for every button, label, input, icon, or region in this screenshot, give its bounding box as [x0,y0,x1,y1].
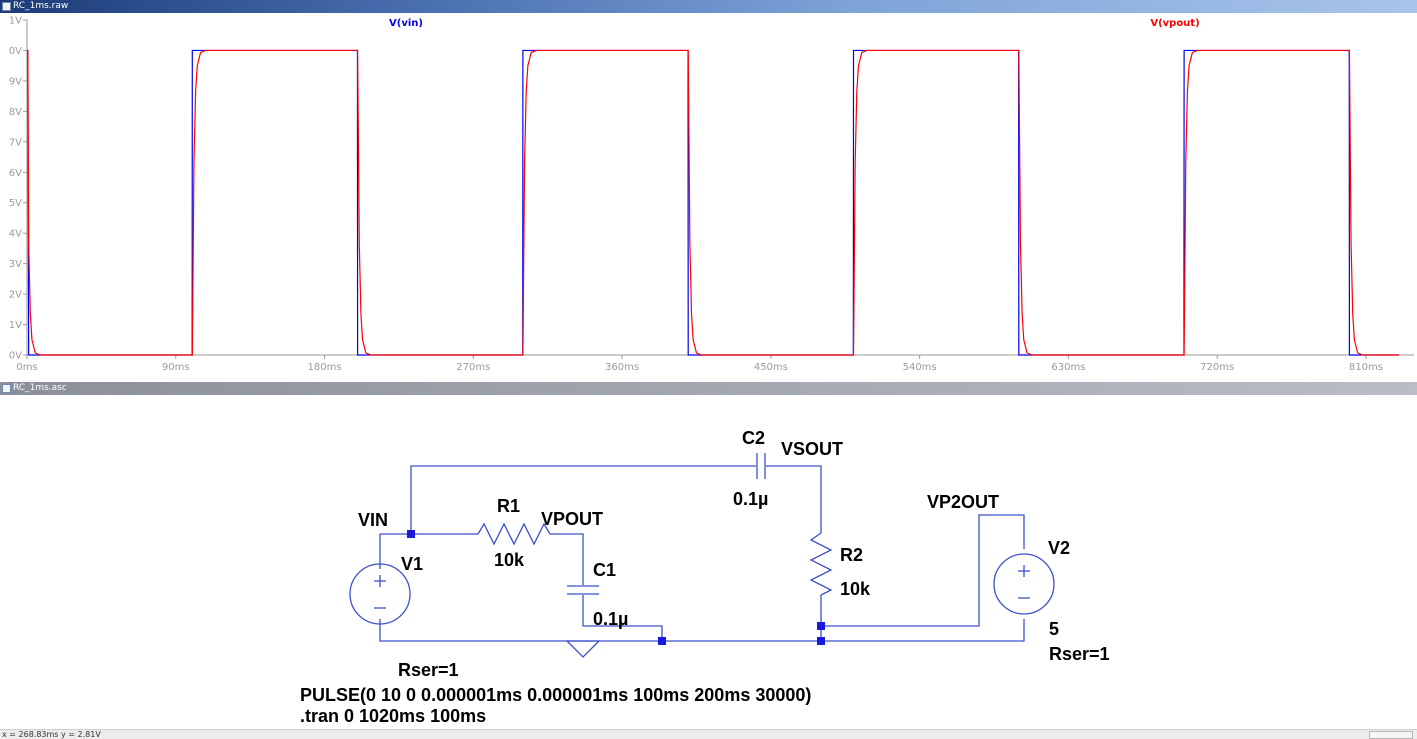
y-tick-label: 3V [9,259,22,270]
x-tick-label: 360ms [605,362,639,373]
resistor-r1-symbol[interactable] [477,522,551,546]
trace-vin[interactable] [27,49,1399,356]
trace-label-vpout[interactable]: V(vpout) [1150,18,1199,29]
v2-series-resistance[interactable]: Rser=1 [1049,644,1110,664]
y-tick-label: 6V [9,168,22,179]
component-value-c2[interactable]: 0.1µ [733,489,768,509]
y-tick-label: 4V [9,229,22,240]
component-name-v1[interactable]: V1 [401,554,423,574]
schematic-window-titlebar[interactable]: RC_1ms.asc [0,382,1417,395]
y-tick-label: 0V [9,46,22,57]
y-tick-label: 8V [9,107,22,118]
wire-vin-top-to-c2[interactable] [410,465,756,534]
net-label-vin[interactable]: VIN [358,510,388,530]
x-tick-label: 540ms [903,362,937,373]
junction-gnd-c1[interactable] [658,637,666,645]
component-value-r1[interactable]: 10k [494,550,525,570]
wire-r2-to-vp2out[interactable] [820,514,1025,627]
junction-r2-bottom[interactable] [817,622,825,630]
status-bar: x = 268.83ms y = 2.81V [0,729,1417,739]
x-tick-label: 810ms [1349,362,1383,373]
y-tick-label: 9V [9,76,22,87]
net-label-vsout[interactable]: VSOUT [781,439,843,459]
component-value-c1[interactable]: 0.1µ [593,609,628,629]
v1-series-resistance[interactable]: Rser=1 [398,660,459,680]
resistor-r2-symbol[interactable] [809,532,833,596]
net-label-vp2out[interactable]: VP2OUT [927,492,999,512]
v1-pulse-spec[interactable]: PULSE(0 10 0 0.000001ms 0.000001ms 100ms… [300,685,811,705]
schematic-window-title: RC_1ms.asc [13,383,67,393]
y-tick-label: 7V [9,137,22,148]
x-tick-label: 180ms [308,362,342,373]
schematic-svg[interactable]: VIN V1 R1 10k VPOUT C1 0.1µ C2 VSOUT 0.1… [0,395,1417,729]
cursor-readout: x = 268.83ms y = 2.81V [2,730,101,739]
junction-vin[interactable] [407,530,415,538]
y-tick-label: 2V [9,290,22,301]
status-panel [1369,731,1413,739]
x-axis-ticks: 0ms 90ms 180ms 270ms 360ms 450ms 540ms 630ms 720… [16,355,1383,373]
voltage-source-v1-symbol[interactable] [349,563,411,625]
junction-rail-r2[interactable] [817,637,825,645]
wire-c1-to-gnd-node[interactable] [582,595,663,641]
waveform-plot[interactable]: 0V 1V 2V 3V 4V 5V 6V 7V 8V 9V 0V 1V 0ms 90ms 180ms 270… [0,13,1417,382]
wire-c2-to-r2[interactable] [766,465,822,533]
waveform-plot-svg[interactable]: 0V 1V 2V 3V 4V 5V 6V 7V 8V 9V 0V 1V 0ms 90ms 180ms 270… [0,13,1417,382]
x-tick-label: 630ms [1051,362,1085,373]
wire-r1-to-c1[interactable] [550,533,584,585]
x-tick-label: 450ms [754,362,788,373]
y-tick-label: 0V [9,351,22,362]
component-name-r2[interactable]: R2 [840,545,863,565]
net-label-vpout[interactable]: VPOUT [541,509,603,529]
component-name-c1[interactable]: C1 [593,560,616,580]
component-name-c2[interactable]: C2 [742,428,765,448]
component-value-r2[interactable]: 10k [840,579,871,599]
x-tick-label: 720ms [1200,362,1234,373]
y-tick-label: 1V [9,320,22,331]
y-axis-ticks: 0V 1V 2V 3V 4V 5V 6V 7V 8V 9V 0V 1V [9,16,27,362]
plot-window-title: RC_1ms.raw [13,1,69,11]
x-tick-label: 270ms [456,362,490,373]
y-tick-label: 1V [9,16,22,27]
waveform-window-icon [2,2,11,11]
schematic-window-icon [2,384,11,393]
voltage-source-v2-symbol[interactable] [993,553,1055,615]
trace-label-vin[interactable]: V(vin) [389,18,423,29]
component-value-v2[interactable]: 5 [1049,619,1059,639]
ground-symbol-icon[interactable] [565,640,601,658]
trace-vpout[interactable] [27,49,1399,356]
wire-v1-bottom-ground-rail[interactable] [379,619,1025,642]
plot-window-titlebar[interactable]: RC_1ms.raw [0,0,1417,13]
schematic-canvas[interactable]: VIN V1 R1 10k VPOUT C1 0.1µ C2 VSOUT 0.1… [0,395,1417,729]
component-name-r1[interactable]: R1 [497,496,520,516]
component-name-v2[interactable]: V2 [1048,538,1070,558]
tran-directive[interactable]: .tran 0 1020ms 100ms [300,706,486,726]
trace-layer [27,49,1399,356]
y-tick-label: 5V [9,198,22,209]
x-tick-label: 0ms [16,362,37,373]
x-tick-label: 90ms [162,362,190,373]
